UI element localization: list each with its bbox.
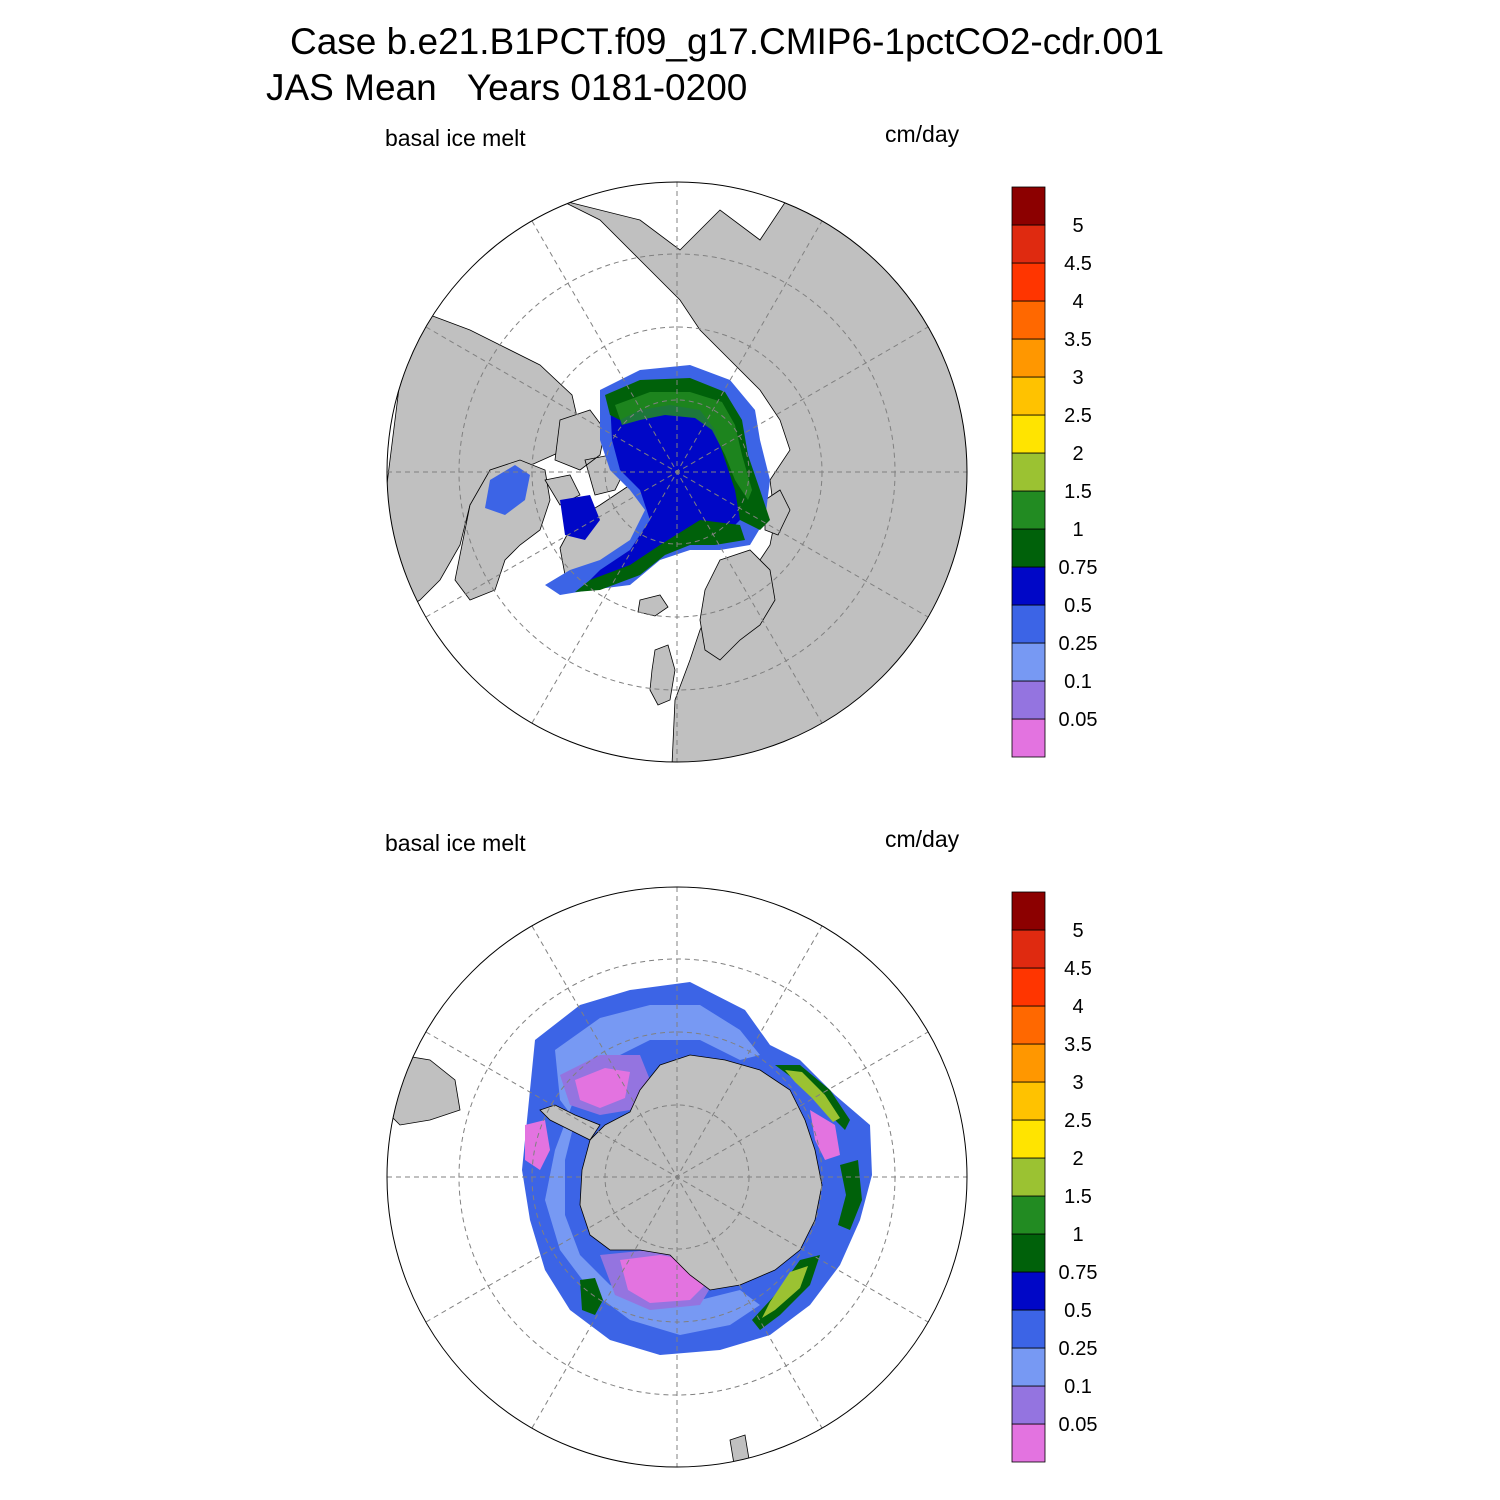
south-colorbar-swatch-10 bbox=[1011, 1043, 1046, 1083]
north-colorbar-tick-label: 0.25 bbox=[1059, 633, 1098, 655]
south-colorbar-tick-label: 2.5 bbox=[1064, 1110, 1092, 1132]
north-colorbar-tick-label: 5 bbox=[1072, 215, 1083, 237]
south-colorbar-tick-label: 1.5 bbox=[1064, 1186, 1092, 1208]
north-colorbar-swatch-9 bbox=[1011, 376, 1046, 416]
north-colorbar-swatch-0 bbox=[1011, 718, 1046, 758]
north-colorbar-swatch-6 bbox=[1011, 490, 1046, 530]
south-panel-units-label: cm/day bbox=[885, 826, 960, 852]
south-colorbar-swatch-3 bbox=[1011, 1309, 1046, 1349]
south-colorbar-tick-label: 0.75 bbox=[1059, 1262, 1098, 1284]
north-colorbar-swatch-12 bbox=[1011, 262, 1046, 302]
hudson-bay-region-land bbox=[454, 459, 551, 601]
south-colorbar-swatch-14 bbox=[1011, 891, 1046, 931]
british-isles bbox=[649, 644, 676, 706]
north-colorbar-tick-label: 1.5 bbox=[1064, 481, 1092, 503]
north-colorbar-tick-label: 2.5 bbox=[1064, 405, 1092, 427]
south-colorbar-tick-label: 4.5 bbox=[1064, 958, 1092, 980]
indian-sector-melt-band-1.5-2 bbox=[762, 1070, 840, 1318]
north-colorbar-swatch-4 bbox=[1011, 566, 1046, 606]
north-colorbar-swatch-1 bbox=[1011, 680, 1046, 720]
north-colorbar-tick-label: 2 bbox=[1072, 443, 1083, 465]
north-colorbar-swatch-10 bbox=[1011, 338, 1046, 378]
north-colorbar-swatch-3 bbox=[1011, 604, 1046, 644]
arctic-melt-1-1.5 bbox=[615, 392, 752, 500]
antarctic-peninsula bbox=[539, 1104, 601, 1141]
north-polar-map bbox=[386, 181, 968, 763]
north-colorbar-swatch-8 bbox=[1011, 414, 1046, 454]
south-colorbar-tick-label: 3 bbox=[1072, 1072, 1083, 1094]
north-colorbar-swatch-2 bbox=[1011, 642, 1046, 682]
south-graticule bbox=[387, 887, 967, 1467]
south-colorbar-swatch-13 bbox=[1011, 929, 1046, 969]
south-america-tip bbox=[387, 1054, 461, 1126]
south-colorbar-tick-label: 1 bbox=[1072, 1224, 1083, 1246]
south-colorbar-tick-label: 0.5 bbox=[1064, 1300, 1092, 1322]
south-colorbar-tick-label: 4 bbox=[1072, 996, 1083, 1018]
north-colorbar-swatch-14 bbox=[1011, 186, 1046, 226]
north-colorbar-tick-label: 0.05 bbox=[1059, 709, 1098, 731]
north-colorbar-tick-label: 0.1 bbox=[1064, 671, 1092, 693]
north-panel-units-label: cm/day bbox=[885, 121, 960, 147]
north-colorbar-tick-label: 3 bbox=[1072, 367, 1083, 389]
scandinavia-landmass bbox=[699, 549, 776, 661]
new-zealand-fragment bbox=[729, 1434, 751, 1467]
south-colorbar-swatch-2 bbox=[1011, 1347, 1046, 1387]
hudson-bay-melt bbox=[485, 465, 530, 515]
figure-title-line2: JAS Mean Years 0181-0200 bbox=[266, 67, 748, 108]
south-colorbar-swatch-9 bbox=[1011, 1081, 1046, 1121]
south-colorbar-swatch-4 bbox=[1011, 1271, 1046, 1311]
south-colorbar-tick-label: 3.5 bbox=[1064, 1034, 1092, 1056]
north-map-boundary bbox=[386, 181, 968, 763]
south-colorbar-tick-label: 0.05 bbox=[1059, 1414, 1098, 1436]
south-panel-variable-label: basal ice melt bbox=[385, 830, 526, 856]
north-colorbar-swatch-7 bbox=[1011, 452, 1046, 492]
amundsen-sea-melt-eddy bbox=[580, 1278, 603, 1315]
south-colorbar: 0.05 0.1 0.25 0.5 0.75 1 1.5 2 2.5 3 3.5 4 4.5 5 bbox=[1011, 891, 1098, 1463]
north-colorbar-tick-label: 1 bbox=[1072, 519, 1083, 541]
antarctic-peninsula-west-melt bbox=[525, 1120, 550, 1170]
north-graticule bbox=[387, 182, 967, 762]
south-colorbar-swatch-0 bbox=[1011, 1423, 1046, 1463]
north-colorbar: 0.05 0.1 0.25 0.5 0.75 1 1.5 2 2.5 3 3.5 4 4.5 5 bbox=[1011, 186, 1098, 758]
south-colorbar-swatch-8 bbox=[1011, 1119, 1046, 1159]
indian-sector-melt-band-0.75 bbox=[752, 1065, 862, 1330]
south-colorbar-tick-label: 0.25 bbox=[1059, 1338, 1098, 1360]
north-colorbar-tick-label: 0.5 bbox=[1064, 595, 1092, 617]
north-colorbar-tick-label: 3.5 bbox=[1064, 329, 1092, 351]
south-colorbar-tick-label: 2 bbox=[1072, 1148, 1083, 1170]
south-colorbar-tick-label: 5 bbox=[1072, 920, 1083, 942]
north-panel-variable-label: basal ice melt bbox=[385, 125, 526, 151]
east-antarctic-coastal-melt bbox=[810, 1110, 840, 1160]
figure-title-line1: Case b.e21.B1PCT.f09_g17.CMIP6-1pctCO2-c… bbox=[290, 21, 1165, 62]
south-colorbar-swatch-1 bbox=[1011, 1385, 1046, 1425]
north-colorbar-tick-label: 4.5 bbox=[1064, 253, 1092, 275]
south-colorbar-swatch-11 bbox=[1011, 1005, 1046, 1045]
north-colorbar-swatch-11 bbox=[1011, 300, 1046, 340]
south-colorbar-swatch-6 bbox=[1011, 1195, 1046, 1235]
south-polar-map bbox=[386, 886, 968, 1468]
baffin-bay-melt bbox=[560, 495, 600, 540]
south-colorbar-swatch-5 bbox=[1011, 1233, 1046, 1273]
south-colorbar-swatch-12 bbox=[1011, 967, 1046, 1007]
north-colorbar-tick-label: 0.75 bbox=[1059, 557, 1098, 579]
weddell-sea-melt-below-0.05 bbox=[575, 1068, 630, 1108]
north-colorbar-swatch-5 bbox=[1011, 528, 1046, 568]
north-colorbar-swatch-13 bbox=[1011, 224, 1046, 264]
south-colorbar-swatch-7 bbox=[1011, 1157, 1046, 1197]
southern-ocean-melt-0.1 bbox=[545, 1005, 760, 1335]
south-colorbar-tick-label: 0.1 bbox=[1064, 1376, 1092, 1398]
south-map-boundary bbox=[386, 886, 968, 1468]
iceland-island bbox=[637, 594, 669, 617]
north-colorbar-tick-label: 4 bbox=[1072, 291, 1083, 313]
